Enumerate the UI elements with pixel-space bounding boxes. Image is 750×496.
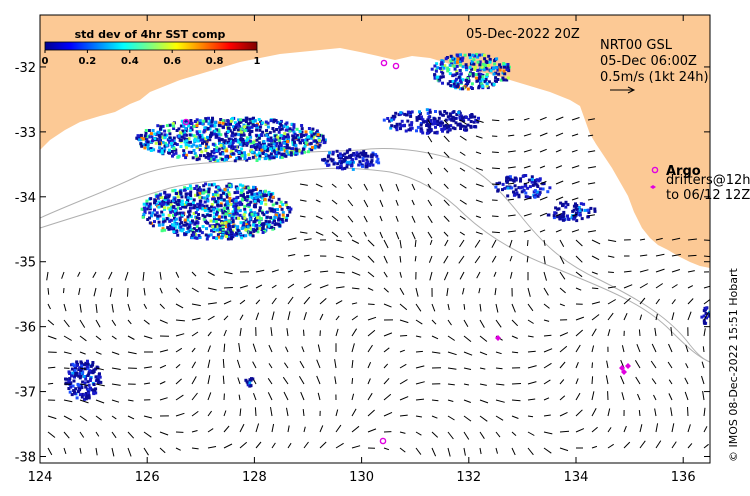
drifters-legend-label: drifters@12h: [666, 173, 750, 188]
lat-tick-label: -37: [15, 386, 36, 401]
colorbar-scale: [44, 41, 258, 51]
sst-patches: [64, 53, 710, 401]
lon-tick-label: 128: [242, 470, 267, 485]
colorbar-tick-label: 0.6: [163, 56, 181, 67]
argo-legend-icon: [651, 166, 659, 174]
bathymetry-contours: [40, 147, 710, 363]
argo-legend-label: Argo: [666, 164, 701, 179]
time-label: 05-Dec 06:00Z: [600, 54, 697, 69]
colorbar-tick-label: 1: [254, 56, 261, 67]
drifters-to-label: to 06/12 12Z: [666, 188, 750, 203]
current-arrows: [46, 116, 710, 457]
colorbar-title: std dev of 4hr SST comp: [75, 28, 226, 41]
colorbar-tick-label: 0.4: [121, 56, 139, 67]
lat-tick-label: -32: [15, 61, 36, 76]
axis-ticks: 124 126 128 130 132 134 136 -32 -33 -34 -35 -36 -37 -…: [15, 15, 710, 485]
argo-markers: [182, 59, 631, 445]
lon-tick-label: 124: [28, 470, 53, 485]
colorbar: std dev of 4hr SST comp 0 0.2 0.4 0.6 0.8 1: [42, 28, 261, 67]
legend: Argo drifters@12h to 06/12 12Z: [650, 164, 750, 203]
lat-tick-label: -38: [15, 451, 36, 466]
lon-tick-label: 130: [349, 470, 374, 485]
land-australia: [40, 15, 710, 268]
drifter-legend-icon: [650, 185, 656, 189]
colorbar-tick-label: 0: [42, 56, 49, 67]
imos-credit: © IMOS 08-Dec-2022 15:51 Hobart: [727, 267, 740, 462]
lat-tick-label: -34: [15, 191, 36, 206]
colorbar-tick-label: 0.8: [206, 56, 224, 67]
scale-label: 0.5m/s (1kt 24h): [600, 70, 709, 85]
lon-tick-label: 136: [671, 470, 696, 485]
lat-tick-label: -35: [15, 256, 36, 271]
product-label: NRT00 GSL: [600, 38, 673, 53]
lon-tick-label: 132: [456, 470, 481, 485]
date-label: 05-Dec-2022 20Z: [466, 27, 580, 42]
colorbar-tick-label: 0.2: [79, 56, 97, 67]
lat-tick-label: -36: [15, 321, 36, 336]
lat-tick-label: -33: [15, 126, 36, 141]
lon-tick-label: 126: [135, 470, 160, 485]
lon-tick-label: 134: [564, 470, 589, 485]
map-frame: [39, 14, 711, 464]
scale-arrow: [610, 86, 636, 94]
